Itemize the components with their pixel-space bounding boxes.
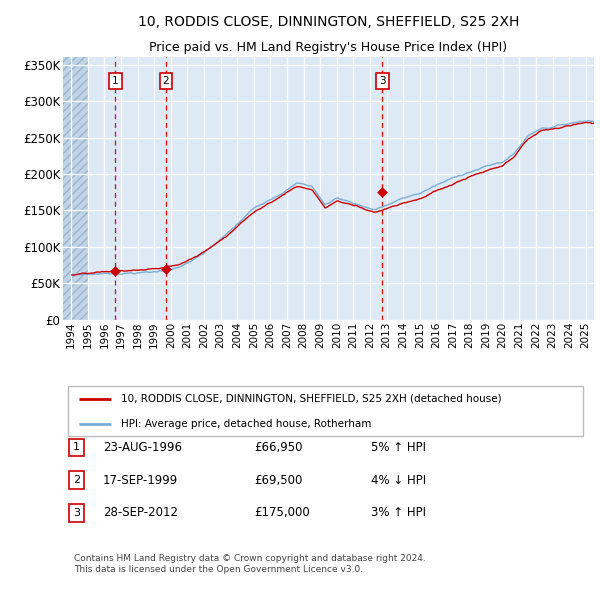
- Text: 10, RODDIS CLOSE, DINNINGTON, SHEFFIELD, S25 2XH (detached house): 10, RODDIS CLOSE, DINNINGTON, SHEFFIELD,…: [121, 394, 502, 404]
- Text: 2016: 2016: [431, 322, 442, 348]
- Text: 2005: 2005: [249, 322, 259, 348]
- Text: 1997: 1997: [116, 322, 126, 348]
- Text: 2022: 2022: [531, 322, 541, 348]
- Text: 2020: 2020: [498, 322, 508, 348]
- Text: 2023: 2023: [548, 322, 557, 348]
- Bar: [63, 57, 88, 320]
- Text: 28-SEP-2012: 28-SEP-2012: [103, 506, 178, 519]
- Text: 1994: 1994: [66, 322, 76, 348]
- Text: 1: 1: [112, 76, 118, 86]
- Text: 4% ↓ HPI: 4% ↓ HPI: [371, 474, 426, 487]
- Text: 1999: 1999: [149, 322, 159, 348]
- FancyBboxPatch shape: [68, 386, 583, 437]
- Text: 10, RODDIS CLOSE, DINNINGTON, SHEFFIELD, S25 2XH: 10, RODDIS CLOSE, DINNINGTON, SHEFFIELD,…: [138, 15, 519, 29]
- Text: 2000: 2000: [166, 322, 176, 348]
- Text: £66,950: £66,950: [254, 441, 302, 454]
- Text: £175,000: £175,000: [254, 506, 310, 519]
- Text: HPI: Average price, detached house, Rotherham: HPI: Average price, detached house, Roth…: [121, 419, 372, 429]
- Text: 3: 3: [379, 76, 386, 86]
- Text: 2011: 2011: [349, 322, 358, 348]
- Text: 2014: 2014: [398, 322, 408, 348]
- Text: 5% ↑ HPI: 5% ↑ HPI: [371, 441, 426, 454]
- Text: 2001: 2001: [182, 322, 193, 348]
- Point: [377, 188, 387, 197]
- Text: Contains HM Land Registry data © Crown copyright and database right 2024.
This d: Contains HM Land Registry data © Crown c…: [74, 555, 425, 574]
- Text: 3% ↑ HPI: 3% ↑ HPI: [371, 506, 426, 519]
- Text: 2013: 2013: [382, 322, 392, 348]
- Text: 2008: 2008: [299, 322, 308, 348]
- Text: 2007: 2007: [282, 322, 292, 348]
- Point: [161, 264, 171, 274]
- Text: 2024: 2024: [564, 322, 574, 348]
- Text: 1995: 1995: [83, 322, 93, 348]
- Text: 1: 1: [73, 442, 80, 453]
- Text: 2010: 2010: [332, 322, 342, 348]
- Text: £69,500: £69,500: [254, 474, 302, 487]
- Text: 2015: 2015: [415, 322, 425, 348]
- Text: 2004: 2004: [232, 322, 242, 348]
- Text: 2012: 2012: [365, 322, 375, 348]
- Text: 17-SEP-1999: 17-SEP-1999: [103, 474, 178, 487]
- Text: 2025: 2025: [581, 322, 591, 348]
- Text: 2003: 2003: [215, 322, 226, 348]
- Point: [110, 266, 120, 276]
- Text: Price paid vs. HM Land Registry's House Price Index (HPI): Price paid vs. HM Land Registry's House …: [149, 41, 508, 54]
- Text: 23-AUG-1996: 23-AUG-1996: [103, 441, 182, 454]
- Text: 1996: 1996: [100, 322, 109, 348]
- Text: 2021: 2021: [514, 322, 524, 348]
- Text: 3: 3: [73, 508, 80, 518]
- Text: 2002: 2002: [199, 322, 209, 348]
- Text: 2019: 2019: [481, 322, 491, 348]
- Text: 2: 2: [73, 475, 80, 485]
- Text: 2017: 2017: [448, 322, 458, 348]
- Text: 2006: 2006: [265, 322, 275, 348]
- Text: 2009: 2009: [315, 322, 325, 348]
- Text: 1998: 1998: [133, 322, 143, 348]
- Text: 2: 2: [163, 76, 169, 86]
- Text: 2018: 2018: [464, 322, 475, 348]
